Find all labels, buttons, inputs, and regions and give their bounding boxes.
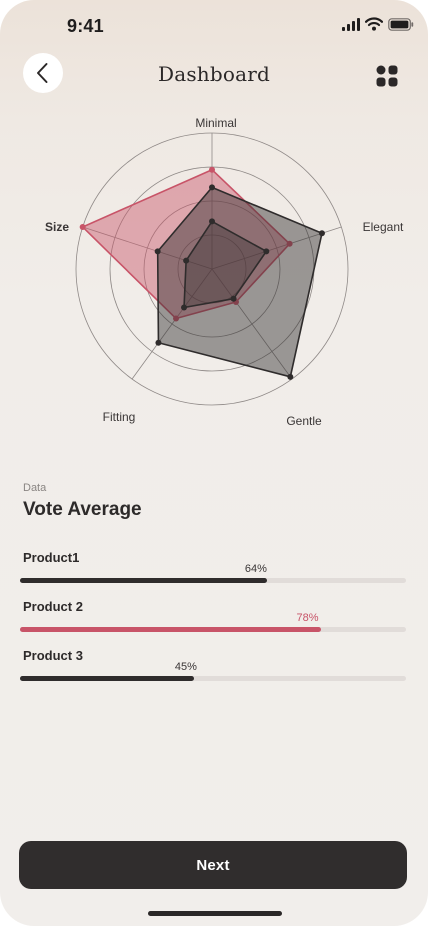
radar-point: [181, 304, 188, 311]
bar-fill: [20, 676, 194, 681]
section-eyebrow: Data: [23, 482, 47, 494]
radar-axis-label: Gentle: [286, 414, 322, 428]
bar-fill: [20, 578, 268, 583]
radar-series-area: [156, 186, 323, 378]
radar-spoke: [211, 268, 293, 380]
radar-axis-label: Elegant: [363, 220, 404, 234]
radar-point: [209, 166, 215, 173]
radar-point: [173, 315, 180, 322]
back-button[interactable]: [23, 53, 63, 93]
bar-track: [20, 578, 406, 583]
radar-point: [209, 184, 215, 191]
grid-icon: [376, 65, 398, 87]
radar-point: [263, 248, 270, 255]
status-time: 9:41: [67, 16, 104, 36]
signal-icon: [342, 18, 360, 31]
bar-percent: 64%: [244, 563, 267, 575]
battery-icon: [388, 18, 414, 31]
page-title: Dashboard: [157, 62, 271, 86]
radar-series-area: [183, 220, 268, 309]
next-button[interactable]: Next: [19, 841, 407, 889]
home-indicator: [148, 911, 282, 916]
radar-axis-label: Size: [45, 220, 69, 234]
bar-track: [20, 627, 406, 632]
radar-point: [79, 223, 86, 230]
radar-spoke: [131, 268, 213, 380]
radar-point: [286, 240, 293, 247]
bar-label: Product 2: [23, 599, 83, 614]
wifi-icon: [365, 17, 383, 31]
radar-axis-label: Fitting: [103, 410, 136, 424]
bar-percent: 45%: [174, 661, 197, 673]
bar-row-product1: Product1 64%: [20, 550, 406, 590]
radar-point: [230, 295, 237, 302]
bar-percent: 78%: [296, 612, 319, 624]
bar-label: Product1: [23, 550, 80, 565]
bar-track: [20, 676, 406, 681]
chevron-left-icon: [37, 63, 48, 83]
radar-point: [318, 230, 325, 237]
radar-series-area: [81, 168, 291, 320]
radar-point: [183, 257, 190, 264]
radar-axis-label: Minimal: [195, 116, 236, 130]
radar-point: [209, 218, 215, 225]
grid-menu-button[interactable]: [374, 63, 400, 89]
bar-fill: [20, 627, 322, 632]
radar-point: [287, 373, 294, 380]
bar-row-product2: Product 2 78%: [20, 599, 406, 639]
bar-label: Product 3: [23, 648, 83, 663]
radar-point: [154, 248, 161, 255]
section-title: Vote Average: [23, 499, 142, 520]
bar-row-product3: Product 3 45%: [20, 648, 406, 688]
radar-chart: Minimal Elegant Gentle Fitting Size: [45, 116, 404, 428]
radar-spoke: [82, 226, 213, 270]
radar-point: [155, 339, 162, 346]
